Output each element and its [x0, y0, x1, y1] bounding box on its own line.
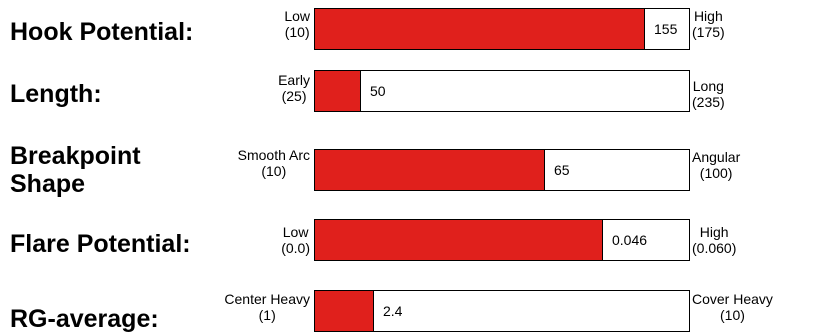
bar-label: Flare Potential: [10, 230, 191, 258]
bar-label: Length: [10, 80, 102, 108]
bar-fill-edge [602, 220, 603, 260]
bar-fill [315, 9, 644, 49]
bar-track: 155 [314, 8, 690, 50]
bar-fill-edge [544, 150, 545, 190]
bar-label: RG-average: [10, 305, 159, 333]
bar-track: 65 [314, 149, 690, 191]
bar-min-label: Smooth Arc (10) [237, 147, 310, 179]
bar-min-label: Center Heavy (1) [224, 291, 310, 323]
bar-min-label: Early (25) [278, 72, 310, 104]
bar-max-label: Long (235) [692, 78, 725, 110]
bar-value-label: 0.046 [612, 232, 648, 248]
bar-fill [315, 150, 544, 190]
bar-track: 0.046 [314, 219, 690, 261]
bar-min-label: Low (10) [284, 8, 310, 40]
bar-fill-edge [360, 71, 361, 111]
bar-fill-edge [373, 291, 374, 331]
bar-track: 50 [314, 70, 690, 112]
bar-value-label: 155 [654, 21, 678, 37]
bar-min-label: Low (0.0) [281, 224, 310, 256]
bar-max-label: High (175) [692, 8, 725, 40]
bar-value-label: 65 [554, 162, 570, 178]
bar-fill [315, 220, 602, 260]
bar-label: Hook Potential: [10, 18, 194, 46]
bar-fill-edge [644, 9, 645, 49]
bar-max-label: Cover Heavy (10) [692, 291, 773, 323]
bar-label: Breakpoint Shape [10, 142, 141, 198]
bar-fill [315, 291, 373, 331]
bar-value-label: 2.4 [383, 303, 403, 319]
bar-max-label: High (0.060) [692, 224, 737, 256]
bar-max-label: Angular (100) [692, 149, 741, 181]
bar-fill [315, 71, 360, 111]
bar-track: 2.4 [314, 290, 690, 332]
bar-value-label: 50 [370, 83, 386, 99]
